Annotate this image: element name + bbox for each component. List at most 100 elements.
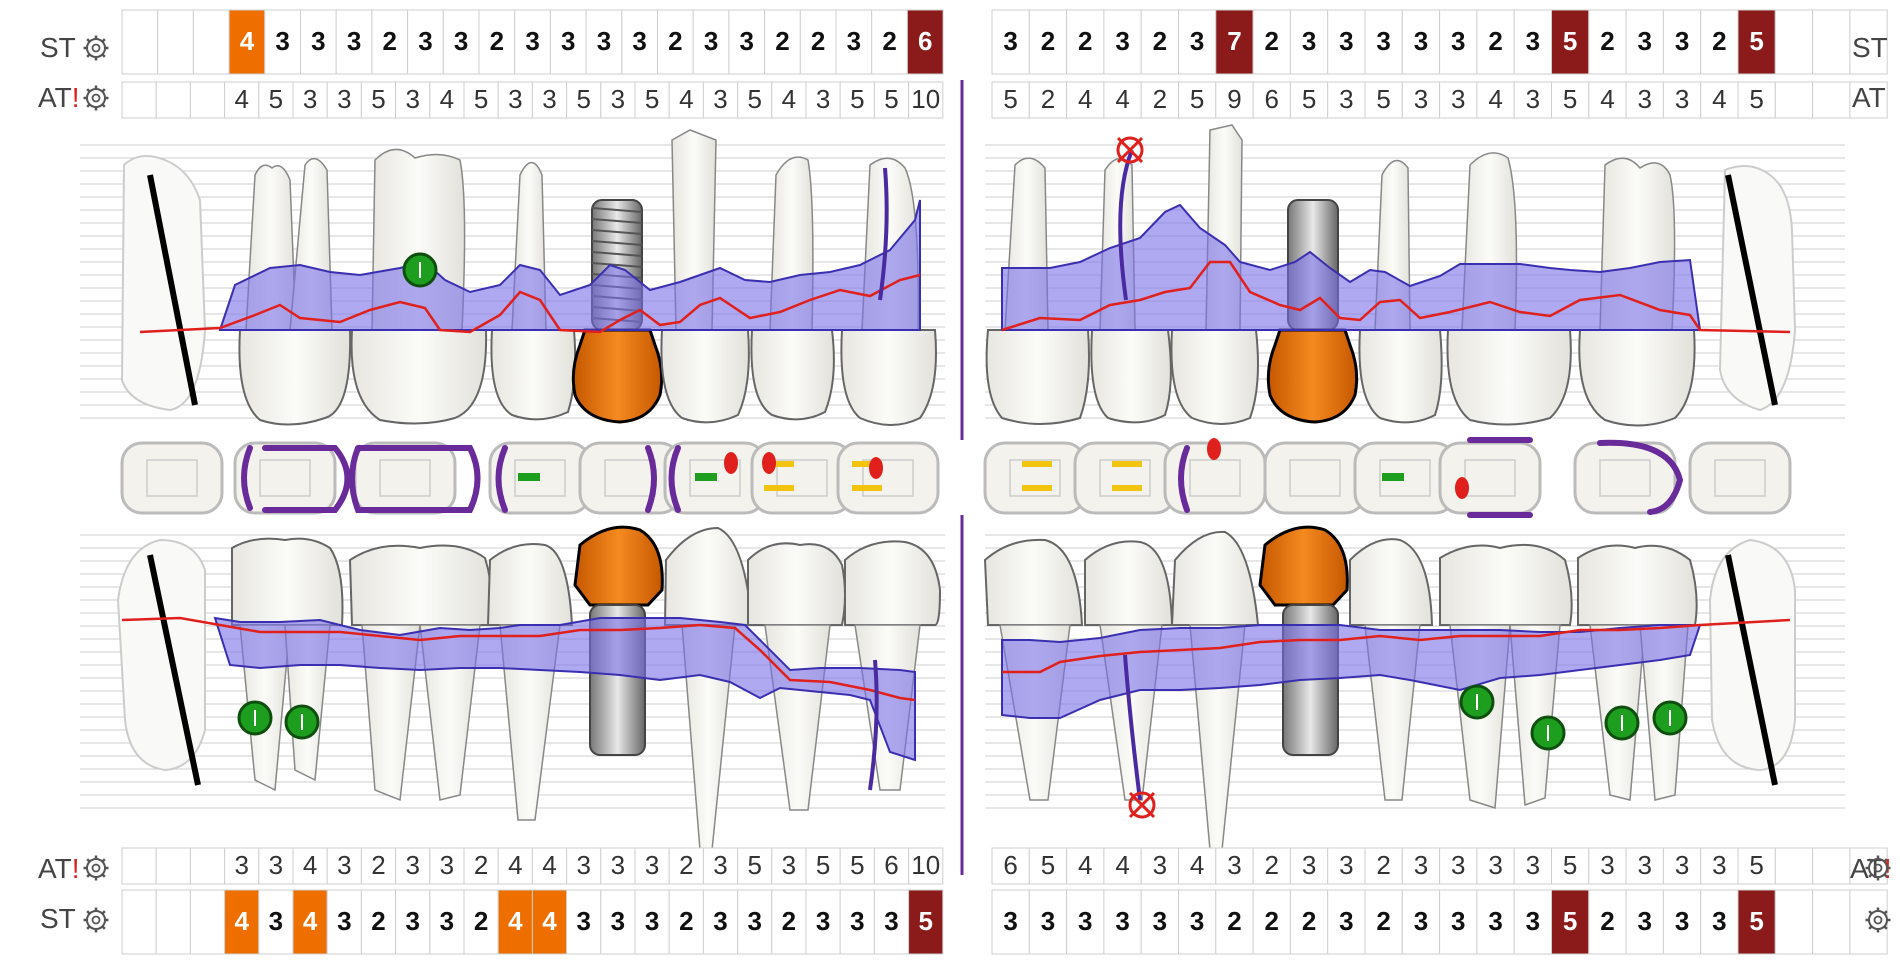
tooth[interactable] xyxy=(663,526,754,851)
measurement-cell[interactable] xyxy=(799,9,837,75)
measurement-cell[interactable] xyxy=(600,889,636,955)
measurement-cell[interactable] xyxy=(326,889,362,955)
measurement-cell[interactable] xyxy=(908,847,944,885)
measurement-cell[interactable] xyxy=(1513,847,1552,885)
measurement-cell[interactable] xyxy=(224,847,260,885)
measurement-cell[interactable] xyxy=(991,847,1030,885)
measurement-cell[interactable] xyxy=(873,81,910,119)
measurement-cell[interactable] xyxy=(771,847,807,885)
measurement-cell[interactable] xyxy=(395,889,431,955)
measurement-cell[interactable] xyxy=(1625,889,1664,955)
measurement-cell[interactable] xyxy=(805,81,841,119)
measurement-cell[interactable] xyxy=(634,889,670,955)
measurement-cell[interactable] xyxy=(621,9,658,75)
measurement-cell[interactable] xyxy=(1662,889,1702,955)
measurement-cell[interactable] xyxy=(395,847,431,885)
measurement-cell[interactable] xyxy=(1476,889,1515,955)
measurement-cell[interactable] xyxy=(1401,81,1441,119)
measurement-cell[interactable] xyxy=(566,81,602,119)
measurement-cell[interactable] xyxy=(1625,847,1664,885)
measurement-cell[interactable] xyxy=(1513,9,1552,75)
measurement-cell[interactable] xyxy=(1476,9,1515,75)
measurement-cell[interactable] xyxy=(121,847,157,885)
measurement-cell[interactable] xyxy=(634,847,670,885)
occlusal-surface[interactable] xyxy=(120,441,224,515)
gear-icon[interactable] xyxy=(83,907,109,933)
measurement-cell[interactable] xyxy=(549,9,587,75)
measurement-cell[interactable] xyxy=(771,889,807,955)
occlusal-surface[interactable] xyxy=(836,441,940,515)
measurement-cell[interactable] xyxy=(1103,9,1142,75)
occlusal-surface[interactable] xyxy=(353,441,457,515)
measurement-cell[interactable] xyxy=(463,847,499,885)
measurement-cell[interactable] xyxy=(1513,81,1552,119)
measurement-cell[interactable] xyxy=(531,81,568,119)
measurement-cell[interactable] xyxy=(1812,81,1851,119)
measurement-cell[interactable] xyxy=(1439,889,1478,955)
tooth[interactable] xyxy=(348,544,493,802)
occlusal-surface[interactable] xyxy=(1688,441,1792,515)
measurement-cell[interactable] xyxy=(463,889,499,955)
measurement-cell[interactable] xyxy=(1476,81,1515,119)
measurement-cell[interactable] xyxy=(497,847,533,885)
measurement-cell[interactable] xyxy=(463,81,499,119)
measurement-cell[interactable] xyxy=(566,889,602,955)
measurement-cell[interactable] xyxy=(1812,847,1851,885)
measurement-cell[interactable] xyxy=(1215,889,1254,955)
measurement-cell[interactable] xyxy=(224,81,260,119)
measurement-cell[interactable] xyxy=(1588,889,1627,955)
measurement-cell[interactable] xyxy=(737,889,773,955)
measurement-cell[interactable] xyxy=(668,889,704,955)
measurement-cell[interactable] xyxy=(805,889,841,955)
measurement-cell[interactable] xyxy=(1289,889,1329,955)
measurement-cell[interactable] xyxy=(692,9,730,75)
measurement-cell[interactable] xyxy=(1215,81,1254,119)
measurement-cell[interactable] xyxy=(1066,81,1105,119)
measurement-cell[interactable] xyxy=(991,889,1030,955)
measurement-cell[interactable] xyxy=(224,889,260,955)
measurement-cell[interactable] xyxy=(728,9,766,75)
measurement-cell[interactable] xyxy=(1551,889,1590,955)
measurement-cell[interactable] xyxy=(360,847,397,885)
measurement-cell[interactable] xyxy=(1401,847,1441,885)
measurement-cell[interactable] xyxy=(1737,847,1776,885)
measurement-cell[interactable] xyxy=(121,81,157,119)
measurement-cell[interactable] xyxy=(1066,9,1105,75)
measurement-cell[interactable] xyxy=(497,81,533,119)
measurement-cell[interactable] xyxy=(157,9,194,75)
measurement-cell[interactable] xyxy=(702,847,739,885)
measurement-cell[interactable] xyxy=(189,889,226,955)
measurement-cell[interactable] xyxy=(1066,889,1105,955)
measurement-cell[interactable] xyxy=(300,9,337,75)
measurement-cell[interactable] xyxy=(1812,889,1851,955)
gear-icon[interactable] xyxy=(1865,907,1891,933)
measurement-cell[interactable] xyxy=(497,889,533,955)
measurement-cell[interactable] xyxy=(1289,847,1329,885)
measurement-cell[interactable] xyxy=(1327,81,1366,119)
measurement-cell[interactable] xyxy=(839,847,875,885)
measurement-cell[interactable] xyxy=(531,889,568,955)
measurement-cell[interactable] xyxy=(1327,889,1366,955)
measurement-cell[interactable] xyxy=(839,81,875,119)
measurement-cell[interactable] xyxy=(531,847,568,885)
measurement-cell[interactable] xyxy=(566,847,602,885)
measurement-cell[interactable] xyxy=(1103,889,1142,955)
measurement-cell[interactable] xyxy=(1774,81,1814,119)
gear-icon[interactable] xyxy=(83,855,109,881)
measurement-cell[interactable] xyxy=(395,81,431,119)
measurement-cell[interactable] xyxy=(189,847,226,885)
measurement-cell[interactable] xyxy=(1401,889,1441,955)
measurement-cell[interactable] xyxy=(1178,847,1217,885)
measurement-cell[interactable] xyxy=(1849,9,1888,75)
measurement-cell[interactable] xyxy=(1140,889,1179,955)
measurement-cell[interactable] xyxy=(1476,847,1515,885)
tooth[interactable] xyxy=(486,543,574,821)
measurement-cell[interactable] xyxy=(991,9,1030,75)
measurement-cell[interactable] xyxy=(906,9,944,75)
measurement-cell[interactable] xyxy=(1700,889,1739,955)
measurement-cell[interactable] xyxy=(192,9,230,75)
occlusal-surface[interactable] xyxy=(1263,441,1367,515)
gear-icon[interactable] xyxy=(83,85,109,111)
occlusal-surface[interactable] xyxy=(983,441,1087,515)
occlusal-surface[interactable] xyxy=(1438,441,1542,515)
